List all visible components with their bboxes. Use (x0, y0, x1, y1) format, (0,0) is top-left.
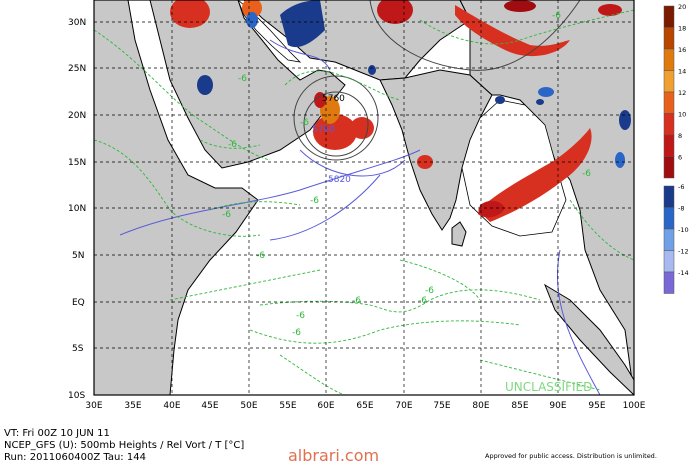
temp-contour-label: -6 (425, 286, 434, 296)
landmass-arabia (149, 0, 346, 169)
color-legend: 20 18 16 14 12 10 8 6 -6 -8 -10 -12 -14 (663, 3, 689, 294)
lat-label-20n: 20N (68, 111, 86, 121)
height-contour-label: 5760 (322, 94, 345, 104)
temperature-contours (94, 9, 634, 395)
lat-label-eq: EQ (72, 298, 85, 308)
classification-watermark: UNCLASSIFIED (505, 380, 592, 394)
legend-swatch (663, 185, 675, 208)
legend-swatch (663, 228, 675, 251)
temp-contour-label: -6 (222, 210, 231, 220)
temp-contour-label: -6 (582, 169, 591, 179)
height-contours (119, 0, 601, 395)
temp-contour-label: -6 (300, 118, 309, 128)
legend-value-label: 16 (678, 46, 686, 54)
temp-contour-label: -6 (296, 311, 305, 321)
lon-label-40e: 40E (163, 401, 180, 411)
legend-swatch (663, 156, 675, 179)
model-product-text: NCEP_GFS (U): 500mb Heights / Rel Vort /… (4, 440, 245, 451)
legend-value-label: -10 (678, 226, 689, 234)
landmass-sri-lanka (451, 221, 467, 247)
legend-swatch (663, 91, 675, 114)
temp-contour-label: -6 (310, 196, 319, 206)
legend-value-label: 18 (678, 25, 686, 33)
legend-value-label: -12 (678, 248, 689, 256)
lat-label-5s: 5S (72, 344, 84, 354)
lon-label-60e: 60E (317, 401, 334, 411)
lon-label-45e: 45E (201, 401, 218, 411)
valid-time-text: VT: Fri 00Z 10 JUN 11 (4, 428, 110, 439)
lat-label-10s: 10S (68, 391, 85, 401)
temp-contour-label: -6 (292, 328, 301, 338)
legend-value-label: -14 (678, 269, 689, 277)
lon-label-95e: 95E (588, 401, 605, 411)
legend-value-label: 10 (678, 111, 686, 119)
legend-value-label: 20 (678, 3, 686, 11)
run-time-text: Run: 2011060400Z Tau: 144 (4, 452, 146, 463)
legend-swatch (663, 271, 675, 294)
lat-label-15n: 15N (68, 158, 86, 168)
lat-label-30n: 30N (68, 18, 86, 28)
lon-label-50e: 50E (240, 401, 257, 411)
temp-contour-label: -6 (228, 140, 237, 150)
lon-label-100e: 100E (623, 401, 646, 411)
legend-swatch (663, 27, 675, 50)
legend-value-label: 8 (678, 132, 682, 140)
lat-label-10n: 10N (68, 204, 86, 214)
lon-label-30e: 30E (85, 401, 102, 411)
legend-swatch (663, 113, 675, 136)
lon-label-90e: 90E (549, 401, 566, 411)
temp-contour-label: -6 (352, 296, 361, 306)
approval-notice: Approved for public access. Distribution… (485, 452, 657, 460)
temp-contour-label: -6 (418, 296, 427, 306)
legend-value-label: -6 (678, 183, 684, 191)
legend-swatch (663, 70, 675, 93)
legend-swatch (663, 5, 675, 28)
legend-value-label: 6 (678, 154, 682, 162)
landmass-sumatra (543, 283, 634, 395)
legend-value-label: 12 (678, 89, 686, 97)
negative-vorticity-areas (197, 0, 631, 168)
temp-contour-label: -6 (552, 11, 561, 21)
lon-label-55e: 55E (279, 401, 296, 411)
temp-contour-label: -6 (238, 74, 247, 84)
lat-lon-grid (93, 0, 634, 395)
site-watermark[interactable]: albrari.com (288, 446, 380, 465)
legend-swatch (663, 48, 675, 71)
height-contour-label: 5760 (312, 125, 335, 135)
legend-swatch (663, 134, 675, 157)
lon-label-85e: 85E (511, 401, 528, 411)
lat-label-5n: 5N (72, 251, 84, 261)
lat-label-25n: 25N (68, 64, 86, 74)
temp-contour-label: -6 (256, 251, 265, 261)
lon-label-70e: 70E (395, 401, 412, 411)
legend-swatch (663, 250, 675, 273)
lon-label-75e: 75E (433, 401, 450, 411)
legend-swatch (663, 207, 675, 230)
lon-label-65e: 65E (356, 401, 373, 411)
legend-value-label: 14 (678, 68, 686, 76)
legend-value-label: -8 (678, 205, 684, 213)
lon-label-80e: 80E (472, 401, 489, 411)
landmass-india (379, 69, 493, 231)
lon-label-35e: 35E (124, 401, 141, 411)
height-contour-label: 5820 (328, 175, 351, 185)
